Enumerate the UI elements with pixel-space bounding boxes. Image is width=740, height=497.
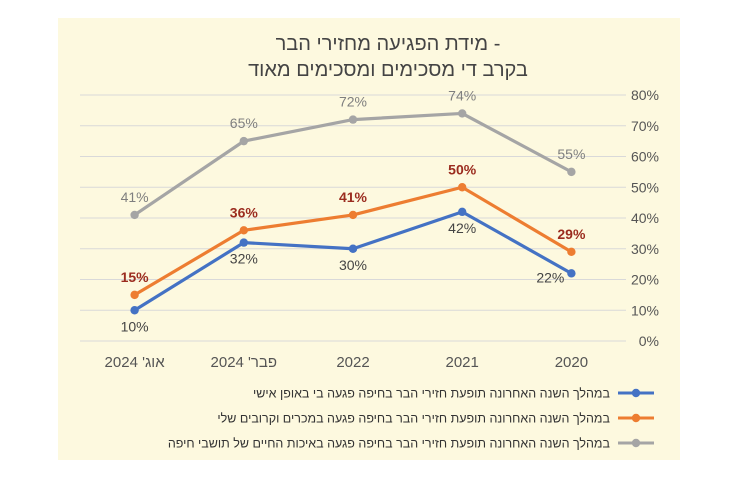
data-label: 41%	[121, 189, 149, 205]
data-point	[567, 269, 576, 278]
data-point	[348, 210, 358, 220]
data-label: 41%	[339, 189, 368, 205]
data-point	[458, 183, 467, 192]
y-tick-label: 80%	[631, 87, 659, 103]
data-point	[348, 244, 358, 253]
data-point	[239, 136, 248, 146]
data-label: 22%	[536, 269, 564, 285]
data-label: 32%	[230, 251, 258, 267]
data-label: 36%	[230, 204, 259, 220]
x-tick-label: פבר' 2024	[211, 354, 278, 371]
legend-swatch-marker	[631, 413, 641, 423]
x-tick-label: 2020	[555, 354, 588, 371]
data-point	[458, 207, 467, 217]
x-tick-label: 2022	[336, 354, 369, 371]
data-label: 72%	[339, 94, 367, 110]
legend-entry: במהלך השנה האחרונה תופעת חזירי הבר בחיפה…	[217, 412, 610, 426]
y-tick-label: 60%	[631, 149, 659, 165]
legend-entry: במהלך השנה האחרונה תופעת חזירי הבר בחיפה…	[253, 387, 611, 401]
legend-swatch-marker	[631, 388, 641, 398]
data-label: 55%	[557, 146, 585, 162]
data-point	[348, 115, 358, 124]
y-tick-label: 0%	[639, 333, 659, 349]
legend: במהלך השנה האחרונה תופעת חזירי הבר בחיפה…	[168, 387, 654, 451]
data-label: 74%	[448, 87, 476, 103]
y-tick-label: 70%	[631, 118, 659, 134]
data-point	[567, 247, 576, 257]
legend-entry: במהלך השנה האחרונה תופעת חזירי הבר בחיפה…	[168, 437, 611, 451]
x-tick-label: 2021	[446, 354, 479, 371]
data-point	[130, 210, 139, 220]
chart-title-line-1: מידת הפגיעה מחזירי הבר -	[276, 33, 501, 55]
chart-panel: מידת הפגיעה מחזירי הבר - בקרב די מסכימים…	[58, 18, 680, 460]
data-label: 42%	[448, 220, 476, 236]
data-label: 65%	[230, 115, 258, 131]
data-point	[458, 109, 467, 118]
data-label: 15%	[121, 269, 150, 285]
data-label: 50%	[448, 161, 477, 177]
chart-title-line-2: בקרב די מסכימים ומסכימים מאוד	[248, 59, 528, 81]
y-tick-label: 40%	[631, 210, 659, 226]
data-point	[130, 306, 139, 315]
legend-swatch-marker	[631, 438, 641, 448]
data-label: 10%	[121, 318, 149, 334]
data-label: 30%	[339, 257, 367, 273]
y-tick-label: 20%	[631, 272, 659, 288]
series-lines	[130, 109, 576, 315]
y-tick-label: 10%	[631, 302, 659, 318]
data-point	[567, 167, 576, 177]
x-tick-label: אוג' 2024	[105, 354, 166, 371]
y-tick-label: 30%	[631, 241, 659, 257]
data-labels: 41% 65% 72% 74% 55% 15% 36% 41% 50% 29% 10% 32% 30% 4…	[121, 87, 586, 334]
line-chart: מידת הפגיעה מחזירי הבר - בקרב די מסכימים…	[80, 33, 659, 451]
y-tick-label: 50%	[631, 179, 659, 195]
data-point	[239, 226, 248, 235]
data-point	[130, 290, 139, 300]
data-point	[239, 238, 248, 247]
x-axis: אוג' 2024 פבר' 2024 2022 2021 2020	[105, 354, 589, 371]
y-axis: 0% 10% 20% 30% 40% 50% 60% 70% 80%	[631, 87, 659, 349]
data-label: 29%	[557, 226, 586, 242]
